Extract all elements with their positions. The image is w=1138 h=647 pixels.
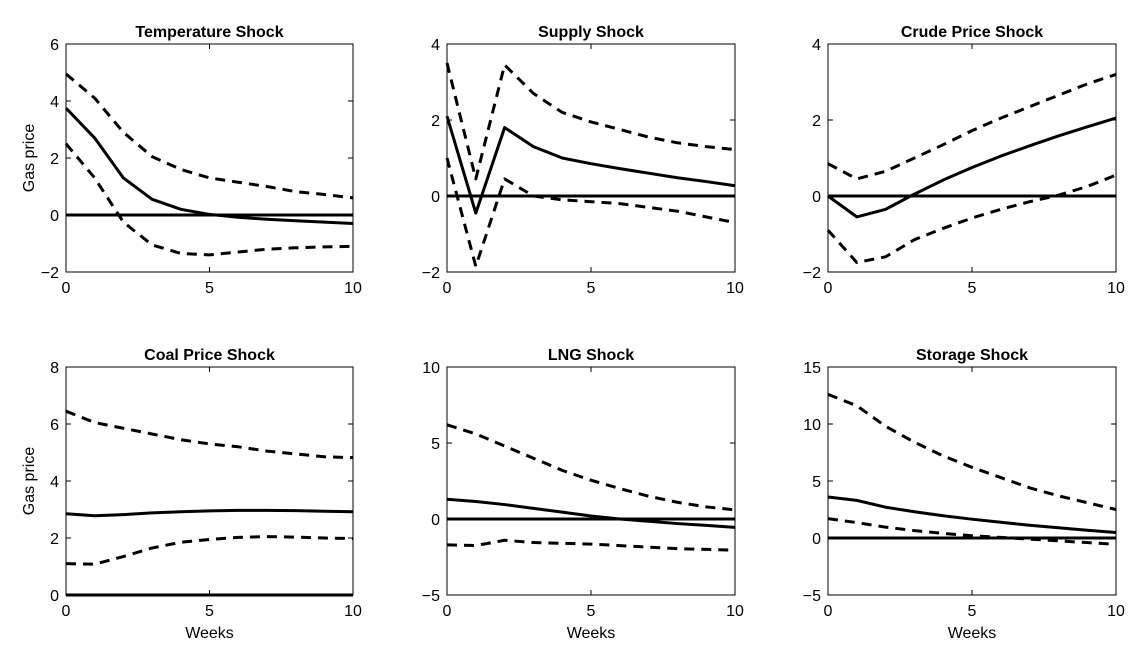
- x-tick-label: 10: [1107, 280, 1125, 297]
- x-axis-label: Weeks: [567, 625, 616, 642]
- irf-line: [446, 497, 736, 529]
- y-tick-label: 0: [812, 189, 821, 206]
- confidence-band-line: [827, 72, 1117, 181]
- y-tick-label: −5: [422, 588, 440, 605]
- chart-title: LNG Shock: [548, 347, 634, 364]
- confidence-band-line: [826, 173, 1117, 264]
- y-tick-label: −2: [422, 265, 440, 282]
- x-tick-label: 5: [968, 280, 977, 297]
- x-axis-label: Weeks: [948, 625, 997, 642]
- y-tick-label: 2: [50, 531, 59, 548]
- subplot-4: Coal Price Shock 0 5 10 0 2 4 6 8 Gas price Weeks: [21, 347, 362, 642]
- y-tick-label: 0: [50, 588, 59, 605]
- x-tick-label: 0: [443, 603, 452, 620]
- x-tick-label: 5: [587, 603, 596, 620]
- y-tick-label: 0: [812, 531, 821, 548]
- y-tick-label: 4: [431, 37, 440, 54]
- y-tick-label: 10: [803, 417, 821, 434]
- y-tick-label: 2: [431, 113, 440, 130]
- y-tick-label: −2: [41, 265, 59, 282]
- axes-box: [827, 366, 1117, 596]
- y-tick-label: 0: [431, 512, 440, 529]
- y-tick-label: 4: [812, 37, 821, 54]
- x-tick-label: 10: [344, 280, 362, 297]
- confidence-band-line: [445, 157, 736, 268]
- y-tick-label: 0: [431, 189, 440, 206]
- irf-line: [827, 495, 1117, 535]
- x-tick-label: 5: [205, 280, 214, 297]
- y-tick-label: −5: [803, 588, 821, 605]
- y-tick-label: 0: [50, 208, 59, 225]
- x-tick-label: 0: [443, 280, 452, 297]
- y-tick-label: 8: [50, 360, 59, 377]
- irf-line: [64, 107, 354, 226]
- x-tick-label: 10: [726, 603, 744, 620]
- confidence-band-line: [446, 538, 736, 552]
- irf-line: [827, 116, 1117, 219]
- y-tick-label: 2: [812, 113, 821, 130]
- y-tick-label: 15: [803, 360, 821, 377]
- chart-title: Coal Price Shock: [144, 347, 275, 364]
- y-tick-label: 2: [50, 151, 59, 168]
- x-tick-label: 0: [62, 280, 71, 297]
- y-tick-label: −2: [803, 265, 821, 282]
- confidence-band-line: [827, 517, 1117, 546]
- confidence-band-line: [65, 535, 354, 566]
- axes-box: [446, 43, 736, 273]
- irf-line: [65, 508, 354, 518]
- confidence-band-line: [446, 423, 736, 512]
- x-tick-label: 0: [62, 603, 71, 620]
- chart-title: Supply Shock: [538, 24, 644, 41]
- axes-box: [827, 43, 1117, 273]
- confidence-band-line: [827, 392, 1117, 511]
- confidence-band-line: [64, 142, 354, 257]
- x-axis-label: Weeks: [185, 625, 234, 642]
- x-tick-label: 0: [824, 280, 833, 297]
- y-tick-label: 4: [50, 474, 59, 491]
- x-tick-label: 10: [1107, 603, 1125, 620]
- y-tick-label: 10: [422, 360, 440, 377]
- irf-line: [445, 115, 736, 215]
- y-axis-label: Gas price: [21, 447, 38, 516]
- confidence-band-line: [445, 62, 736, 181]
- y-tick-label: 6: [50, 37, 59, 54]
- x-tick-label: 10: [344, 603, 362, 620]
- y-tick-label: 6: [50, 417, 59, 434]
- x-tick-label: 0: [824, 603, 833, 620]
- x-tick-label: 5: [587, 280, 596, 297]
- confidence-band-line: [65, 72, 354, 200]
- x-tick-label: 5: [205, 603, 214, 620]
- y-tick-label: 4: [50, 94, 59, 111]
- y-tick-label: 5: [812, 474, 821, 491]
- y-tick-label: 5: [431, 436, 440, 453]
- x-tick-label: 10: [726, 280, 744, 297]
- chart-title: Crude Price Shock: [901, 24, 1043, 41]
- chart-title: Storage Shock: [916, 347, 1028, 364]
- chart-title: Temperature Shock: [135, 24, 283, 41]
- x-tick-label: 5: [968, 603, 977, 620]
- confidence-band-line: [65, 409, 354, 460]
- y-axis-label: Gas price: [21, 124, 38, 193]
